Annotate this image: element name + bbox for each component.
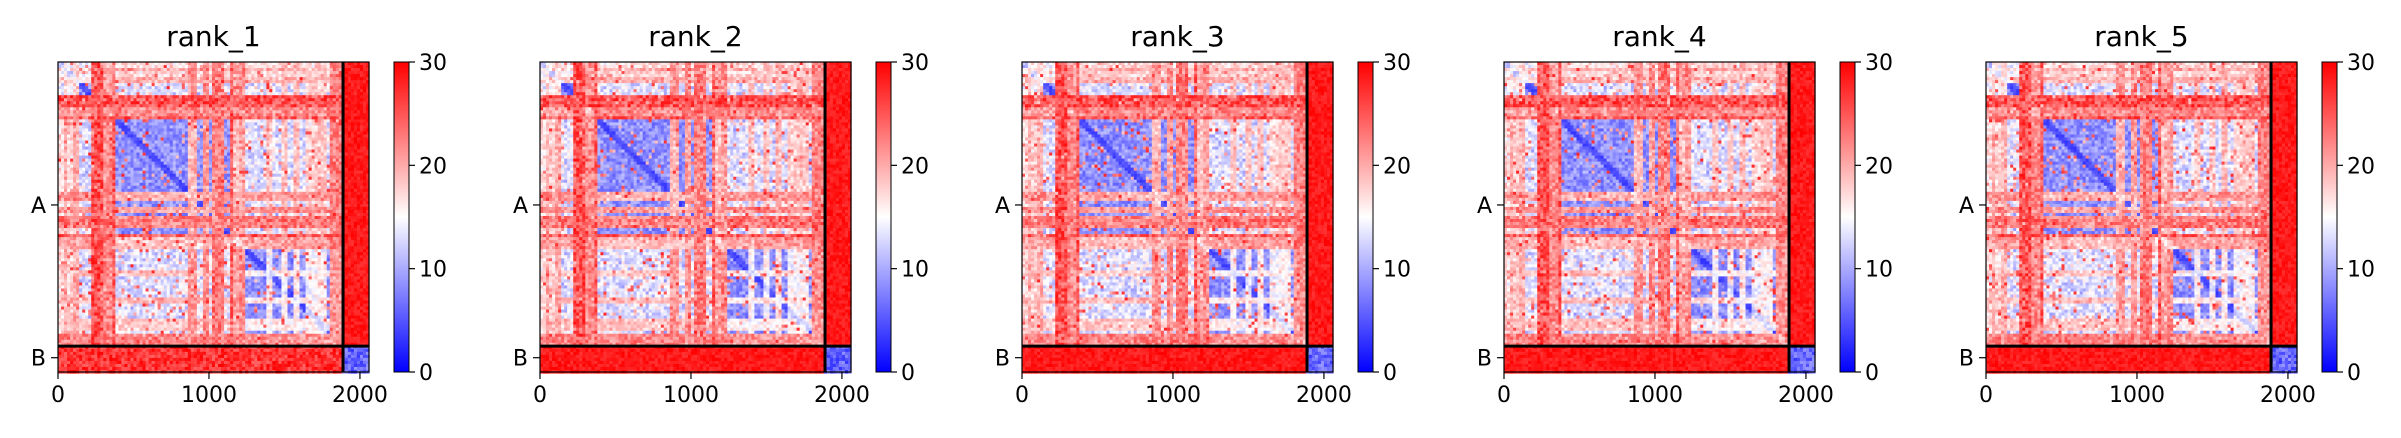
colorbar (1840, 62, 1855, 372)
colorbar-tick-label: 10 (2347, 258, 2375, 283)
colorbar-tick-label: 0 (419, 361, 433, 386)
y-tick-label: B (995, 347, 1010, 372)
chart-title: rank_4 (1612, 20, 1706, 53)
colorbar-tick-label: 30 (901, 51, 929, 76)
heatmap-image (1022, 62, 1334, 374)
y-tick-label: A (995, 194, 1010, 219)
y-tick-label: B (513, 347, 528, 372)
heatmap-image (58, 62, 370, 374)
colorbar-tick-label: 30 (1865, 51, 1893, 76)
colorbar-tick-label: 20 (2347, 154, 2375, 179)
colorbar-tick-label: 10 (1383, 258, 1411, 283)
x-tick-label: 2000 (814, 383, 870, 408)
colorbar (394, 62, 409, 372)
colorbar (876, 62, 891, 372)
colorbar-tick-label: 0 (1865, 361, 1879, 386)
y-tick-label: A (513, 194, 528, 219)
y-tick-label: B (1959, 347, 1974, 372)
chart-title: rank_5 (2094, 20, 2188, 53)
heatmap-image (1504, 62, 1816, 374)
x-tick-label: 1000 (663, 383, 719, 408)
colorbar-tick-label: 30 (419, 51, 447, 76)
colorbar (1358, 62, 1373, 372)
x-tick-label: 2000 (1778, 383, 1834, 408)
colorbar (2322, 62, 2337, 372)
x-tick-label: 0 (51, 383, 65, 408)
y-tick-label: B (1477, 347, 1492, 372)
x-tick-label: 1000 (181, 383, 237, 408)
colorbar-tick-label: 0 (1383, 361, 1397, 386)
colorbar-tick-label: 10 (1865, 258, 1893, 283)
colorbar-tick-label: 0 (901, 361, 915, 386)
colorbar-tick-label: 20 (901, 154, 929, 179)
chart-title: rank_3 (1130, 20, 1224, 53)
heatmap-image (540, 62, 852, 374)
colorbar-tick-label: 0 (2347, 361, 2361, 386)
y-tick-label: A (1959, 194, 1974, 219)
colorbar-tick-label: 20 (419, 154, 447, 179)
chart-title: rank_1 (166, 20, 260, 53)
x-tick-label: 1000 (2109, 383, 2165, 408)
colorbar-tick-label: 10 (901, 258, 929, 283)
x-tick-label: 2000 (2260, 383, 2316, 408)
x-tick-label: 0 (1497, 383, 1511, 408)
x-tick-label: 0 (1979, 383, 1993, 408)
colorbar-tick-label: 20 (1865, 154, 1893, 179)
heatmap-image (1986, 62, 2298, 374)
y-tick-label: B (31, 347, 46, 372)
colorbar-tick-label: 10 (419, 258, 447, 283)
x-tick-label: 1000 (1145, 383, 1201, 408)
x-tick-label: 2000 (332, 383, 388, 408)
x-tick-label: 0 (1015, 383, 1029, 408)
colorbar-tick-label: 30 (1383, 51, 1411, 76)
x-tick-label: 1000 (1627, 383, 1683, 408)
x-tick-label: 2000 (1296, 383, 1352, 408)
colorbar-tick-label: 30 (2347, 51, 2375, 76)
colorbar-tick-label: 20 (1383, 154, 1411, 179)
x-tick-label: 0 (533, 383, 547, 408)
y-tick-label: A (31, 194, 46, 219)
y-tick-label: A (1477, 194, 1492, 219)
chart-title: rank_2 (648, 20, 742, 53)
